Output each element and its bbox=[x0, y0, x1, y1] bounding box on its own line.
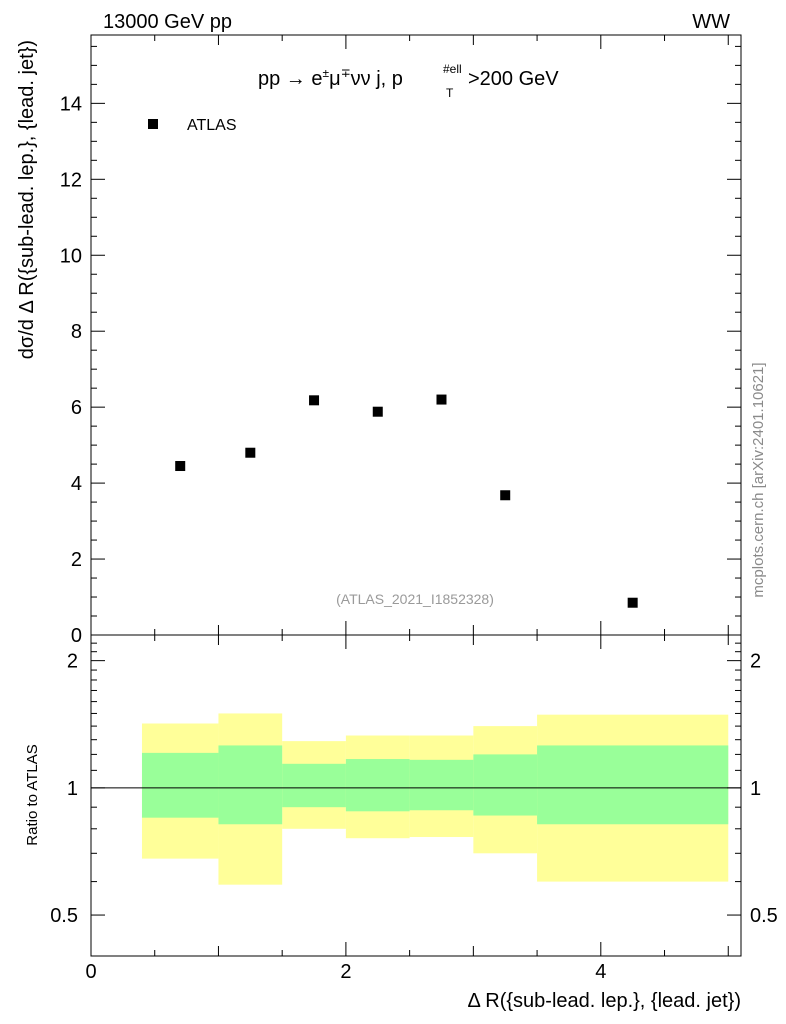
legend-marker bbox=[148, 119, 158, 129]
x-tick-label: 2 bbox=[340, 961, 351, 983]
ratio-band-green bbox=[473, 754, 538, 816]
ratio-band-green bbox=[345, 759, 410, 812]
ratio-axis-ticks bbox=[90, 635, 741, 956]
data-point bbox=[175, 461, 186, 472]
selection-title-sup1: ± bbox=[322, 66, 329, 80]
x-tick-label: 0 bbox=[85, 961, 96, 983]
data-point bbox=[309, 395, 320, 406]
selection-title-mid: μ bbox=[329, 68, 341, 90]
main-y-tick-label: 2 bbox=[71, 549, 82, 571]
main-panel: 0 2 4 6 8 10 12 14 pp → e±μ∓νν j, p #ell T >200… bbox=[16, 34, 742, 647]
ratio-band-green bbox=[141, 752, 219, 818]
x-tick-label: 4 bbox=[595, 961, 606, 983]
analysis-id: (ATLAS_2021_I1852328) bbox=[336, 591, 494, 607]
ratio-panel: 0.5 0.5 1 1 2 2 0 2 4 Ratio to ATLAS Δ R({sub-l… bbox=[24, 634, 778, 1012]
main-y-tick-label: 10 bbox=[60, 245, 82, 267]
main-y-label: dσ/d Δ R({sub-lead. lep.}, {lead. jet}) bbox=[16, 40, 38, 359]
ratio-band-green bbox=[537, 745, 729, 825]
ratio-band-green bbox=[218, 745, 283, 825]
watermark: mcplots.cern.ch [arXiv:2401.10621] bbox=[750, 362, 767, 597]
ratio-bands bbox=[141, 713, 729, 885]
ratio-frame bbox=[90, 634, 742, 957]
ratio-y-tick-label-left: 0.5 bbox=[50, 905, 78, 927]
main-y-tick-label: 8 bbox=[71, 321, 82, 343]
ratio-y-tick-label-left: 2 bbox=[67, 651, 78, 673]
main-y-tick-label: 4 bbox=[71, 473, 82, 495]
ratio-y-tick-label-right: 2 bbox=[750, 651, 761, 673]
x-axis-label: Δ R({sub-lead. lep.}, {lead. jet}) bbox=[467, 990, 741, 1012]
data-point bbox=[372, 406, 383, 417]
selection-title-sup3: #ell bbox=[443, 62, 462, 76]
legend-label: ATLAS bbox=[187, 117, 237, 134]
selection-title-pre: pp → e bbox=[258, 68, 322, 90]
ratio-y-tick-label-right: 0.5 bbox=[750, 905, 778, 927]
data-point bbox=[627, 597, 638, 608]
selection-title-sup2: ∓ bbox=[341, 66, 351, 80]
selection-title: pp → e±μ∓νν j, p bbox=[258, 66, 403, 90]
selection-title-post: νν j, p bbox=[351, 68, 403, 90]
main-data-points bbox=[175, 394, 638, 608]
selection-title-sub: T bbox=[446, 86, 454, 100]
ratio-y-label: Ratio to ATLAS bbox=[24, 744, 41, 845]
process-label: WW bbox=[692, 11, 730, 33]
main-y-tick-label: 14 bbox=[60, 93, 82, 115]
ratio-y-tick-label-left: 1 bbox=[67, 778, 78, 800]
main-y-tick-label: 0 bbox=[71, 625, 82, 647]
ratio-band-green bbox=[282, 763, 346, 808]
data-point bbox=[245, 447, 256, 458]
energy-label: 13000 GeV pp bbox=[103, 11, 232, 33]
selection-title-tail: >200 GeV bbox=[468, 68, 559, 90]
data-point bbox=[436, 394, 447, 405]
data-point bbox=[500, 490, 511, 501]
main-y-tick-labels: 0 2 4 6 8 10 12 14 bbox=[60, 93, 82, 647]
ratio-y-tick-label-right: 1 bbox=[750, 778, 761, 800]
ratio-x-tick-labels: 0 2 4 bbox=[85, 961, 606, 983]
ratio-band-green bbox=[409, 759, 474, 811]
main-y-tick-label: 6 bbox=[71, 397, 82, 419]
main-y-tick-label: 12 bbox=[60, 169, 82, 191]
ratio-y-tick-labels: 0.5 0.5 1 1 2 2 bbox=[50, 651, 778, 927]
